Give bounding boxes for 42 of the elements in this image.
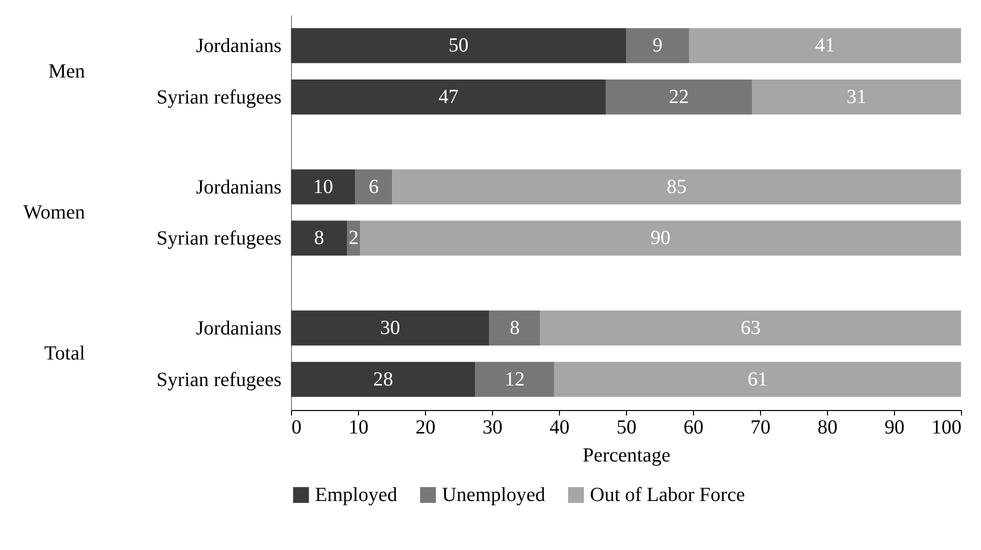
data-label: 8: [510, 317, 520, 339]
data-label: 31: [846, 86, 866, 108]
data-label: 41: [814, 34, 835, 57]
legend-label: Unemployed: [442, 484, 546, 506]
legend-label: Employed: [315, 484, 398, 506]
data-label: 10: [313, 176, 334, 198]
data-label: 6: [368, 176, 379, 198]
x-tick-label: 60: [684, 416, 704, 438]
data-label: 9: [652, 34, 662, 57]
x-tick-label: 50: [616, 416, 636, 438]
y-tick-label: Jordanians: [196, 176, 282, 198]
data-label: 8: [314, 227, 324, 250]
data-label: 28: [373, 368, 394, 390]
text: Men: [48, 60, 85, 82]
y-tick-label: Syrian refugees: [156, 368, 282, 391]
x-tick-label: 10: [348, 416, 368, 438]
x-tick-label: 70: [750, 416, 770, 438]
data-label: 47: [438, 86, 458, 108]
y-tick-label: Jordanians: [196, 318, 282, 340]
x-tick-label: 90: [884, 416, 904, 438]
data-label: 85: [666, 176, 687, 198]
y-tick-label: Syrian refugees: [156, 228, 282, 250]
x-tick-label: 20: [416, 416, 436, 438]
x-axis-title: Percentage: [582, 444, 670, 466]
y-tick-label: Jordanians: [196, 35, 282, 58]
data-label: 22: [668, 86, 689, 108]
data-label: 61: [748, 368, 768, 390]
y-tick-label: Syrian refugees: [156, 86, 282, 108]
data-label: 50: [448, 34, 468, 57]
x-tick-label: 100: [932, 416, 962, 438]
x-tick-label: 80: [818, 416, 838, 438]
text: Women: [23, 202, 85, 224]
x-tick-label: 0: [292, 416, 302, 438]
x-tick-label: 30: [482, 416, 502, 438]
data-label: 2: [348, 227, 359, 250]
text: Total: [44, 342, 86, 365]
data-label: 30: [380, 317, 400, 339]
data-label: 63: [740, 317, 761, 339]
x-tick-label: 40: [550, 416, 570, 438]
legend-label: Out of Labor Force: [590, 484, 746, 506]
data-label: 90: [650, 227, 671, 250]
data-label: 12: [504, 368, 525, 390]
